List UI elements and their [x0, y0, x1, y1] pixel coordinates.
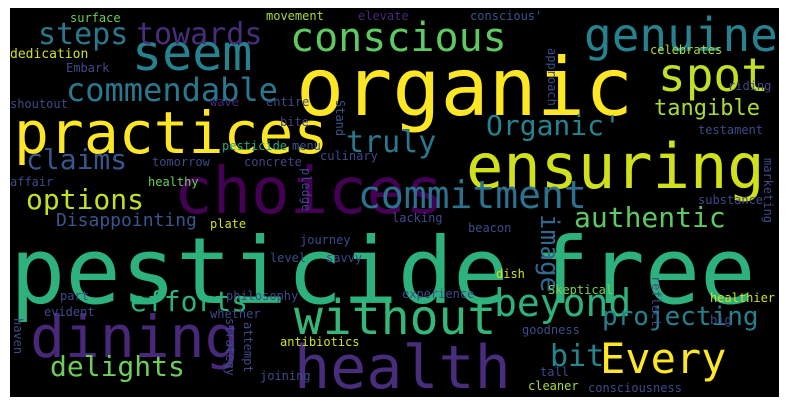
word-affair: affair [10, 175, 54, 189]
word-shoutout: shoutout [10, 97, 68, 111]
word-pesticide: pesticide [10, 218, 509, 325]
word-level: level [270, 251, 307, 265]
word-organic: organic [296, 41, 634, 134]
word-practices: practices [14, 99, 329, 167]
word-menu: menu [292, 139, 321, 153]
word-bite: bite [280, 115, 309, 129]
word-commendable: commendable [66, 71, 278, 109]
word-elevate: elevate [358, 9, 409, 23]
word-evident: evident [44, 305, 95, 319]
word-lacking: lacking [392, 211, 443, 225]
word-part: part [60, 289, 89, 303]
word-conscious: conscious [290, 15, 507, 61]
word-entire: entire [266, 95, 310, 109]
word-beacon: beacon [468, 221, 512, 235]
word-savvy: savvy [326, 251, 363, 265]
word-beyond: beyond [494, 281, 632, 325]
word-reflect: reflect [649, 276, 663, 327]
word-surface: surface [70, 11, 121, 25]
word-steps: steps [38, 17, 129, 52]
word-disappointing: Disappointing [56, 210, 197, 231]
word-concrete: concrete [244, 155, 302, 169]
word-claims: claims [26, 143, 128, 176]
word-bit: bit [550, 339, 605, 374]
word-goodness: goodness [522, 323, 580, 337]
word-pledge: pledge [299, 168, 313, 212]
word-culinary: culinary [320, 149, 378, 163]
word-plate: plate [210, 217, 247, 231]
word-image: image [534, 214, 564, 293]
word-authentic: authentic [574, 201, 726, 234]
word-substance: substance [698, 193, 764, 207]
word-health: health [294, 333, 511, 397]
word-projecting: projecting [602, 302, 759, 332]
word-commitment: commitment [358, 173, 587, 217]
word-tangible: tangible [654, 96, 760, 121]
word-consciousness: consciousness [588, 381, 682, 395]
word-whether: whether [210, 307, 261, 321]
word-riding: riding [728, 79, 772, 93]
word-celebrates: celebrates [650, 43, 723, 57]
word-joining: joining [260, 369, 311, 383]
word-ensuring: ensuring [466, 130, 765, 203]
word-conscious-quote: conscious' [470, 9, 543, 23]
word-pesticide-small: pesticide [222, 139, 288, 153]
word-dish: dish [496, 267, 525, 281]
word-efforts: efforts [130, 285, 249, 318]
word-options: options [26, 183, 145, 216]
word-spot: spot [658, 48, 769, 102]
word-embark: Embark [66, 61, 110, 75]
word-testament: testament [698, 123, 764, 137]
word-big: big [710, 313, 732, 327]
word-philosophy: philosophy [226, 289, 299, 303]
word-free: free [534, 218, 756, 325]
word-strategy: strategy [223, 318, 237, 376]
word-journey: journey [300, 233, 351, 247]
word-genuine: genuine [584, 8, 778, 62]
word-cleaner: cleaner [528, 379, 579, 393]
word-wave: wave [210, 95, 239, 109]
word-marketing: marketing [761, 158, 775, 224]
word-stand: Stand [333, 100, 347, 137]
word-dedication: dedication [10, 47, 89, 62]
word-antibiotics: antibiotics [280, 335, 360, 349]
word-skeptical: Skeptical [548, 283, 614, 297]
word-delights: delights [50, 350, 185, 383]
word-healthy: healthy [148, 175, 199, 189]
word-haven: haven [11, 318, 25, 355]
word-healthier: healthier [710, 291, 776, 305]
word-seem: seem [132, 24, 253, 82]
word-approach: approach [545, 48, 559, 106]
word-without: without [294, 290, 497, 346]
word-experience: experience [402, 287, 475, 301]
word-organic-quote: Organic' [486, 109, 621, 142]
word-tomorrow: tomorrow [152, 155, 210, 169]
word-every: Every [600, 334, 727, 383]
word-towards: towards [136, 17, 263, 52]
word-cloud: pesticide free organic choices ensuring … [10, 8, 779, 397]
word-dining: dining [30, 303, 240, 371]
word-attempt: attempt [241, 322, 255, 373]
word-movement: movement [266, 9, 324, 23]
word-truly: truly [346, 125, 437, 160]
word-tall: tall [540, 365, 569, 379]
word-choices: choices [174, 155, 444, 229]
